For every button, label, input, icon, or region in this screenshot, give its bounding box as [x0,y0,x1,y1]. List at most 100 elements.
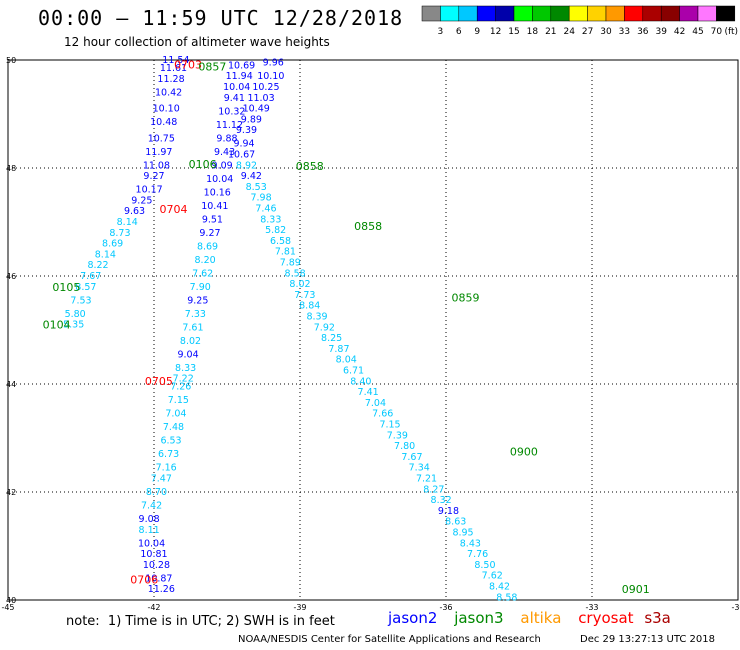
swh-value-label: 7.66 [372,409,393,420]
swh-value-label: 8.11 [139,525,160,536]
swh-value-label: 7.62 [482,571,503,582]
swh-value-label: 5.82 [265,225,286,236]
pass-time-label: 0104 [43,319,71,332]
swh-value-label: 8.14 [117,217,138,228]
swh-value-label: 11.12 [216,120,243,131]
swh-value-label: 8.53 [246,182,267,193]
scale-label: 12 [490,27,501,37]
swh-value-label: 9.88 [216,133,237,144]
swh-value-label: 10.32 [218,106,245,117]
swh-value-label: 7.15 [379,420,400,431]
swh-value-label: 8.25 [321,333,342,344]
swh-value-label: 8.92 [236,160,257,171]
swh-value-label: 10.04 [206,174,233,185]
pass-time-label: 0106 [189,158,217,171]
swh-value-label: 7.61 [182,322,203,333]
swh-value-label: 11.61 [160,63,187,74]
swh-value-label: 7.26 [170,382,191,393]
swh-value-label: 9.51 [202,214,223,225]
scale-label: 6 [456,27,462,37]
swh-value-label: 8.22 [87,260,108,271]
swh-value-label: 11.03 [247,93,274,104]
wave-height-chart: -45 -42 -39 -36 -33 -30 40 42 44 46 48 50 5.355.80 7.… [1,55,740,612]
swh-value-label: 7.39 [387,430,408,441]
swh-value-label: 8.57 [75,282,96,293]
satellite-jason2: jason2 [388,609,438,627]
swh-value-label: 8.70 [146,487,167,498]
x-tick-label: -33 [585,603,598,612]
swh-value-label: 9.96 [263,58,284,69]
swh-value-label: 7.53 [70,295,91,306]
swh-value-label: 5.80 [65,309,86,320]
scale-label: 18 [527,27,539,37]
scale-label: 39 [655,27,667,37]
swh-value-label: 7.22 [173,374,194,385]
swh-value-label: 8.20 [195,255,216,266]
scale-label: 27 [582,27,593,37]
swh-value-label: 7.33 [185,309,206,320]
swh-value-label: 8.43 [460,538,481,549]
y-tick-label: 44 [6,380,16,389]
swh-value-label: 10.75 [148,133,175,144]
swh-value-label: 8.69 [197,241,218,252]
swh-value-label: 6.53 [160,436,181,447]
swh-value-label: 8.40 [350,376,371,387]
swh-value-label: 7.21 [416,474,437,485]
swh-value-label: 7.04 [365,398,386,409]
swh-value-label: 8.27 [423,484,444,495]
y-tick-label: 40 [6,596,16,605]
swh-value-label: 9.94 [233,139,254,150]
swh-value-label: 8.04 [336,355,357,366]
swh-value-label: 8.58 [496,592,517,603]
swh-value-label: 7.76 [467,549,488,560]
swh-value-label: 8.02 [180,336,201,347]
swh-value-label: 10.17 [136,185,163,196]
swh-value-label: 8.02 [289,279,310,290]
swh-value-label: 9.89 [241,114,262,125]
swh-value-label: 9.25 [131,195,152,206]
swh-value-label: 5.35 [63,320,84,331]
swh-value-label: 7.92 [314,322,335,333]
scale-label: 70 [711,27,723,37]
swh-value-label: 10.04 [138,538,165,549]
pass-time-label: 0105 [52,281,80,294]
satellite-cryosat: cryosat [578,609,634,627]
swh-value-label: 9.27 [143,171,164,182]
swh-value-label: 9.09 [212,160,233,171]
y-tick-label: 42 [6,488,16,497]
swh-value-label: 8.42 [489,582,510,593]
footer-note: note: 1) Time is in UTC; 2) SWH is in fe… [66,614,335,629]
scale-label: 42 [674,27,685,37]
swh-value-label: 6.73 [158,449,179,460]
swh-value-label: 7.47 [151,474,172,485]
swh-value-label: 10.48 [150,117,177,128]
swh-value-label: 11.94 [226,71,253,82]
swh-value-label: 10.49 [243,104,270,115]
swh-value-label: 7.42 [141,501,162,512]
pass-time-label: 0901 [622,583,650,596]
scale-label: 33 [619,27,630,37]
swh-value-label: 8.39 [306,312,327,323]
swh-color-scale: 3 6 9 12 15 18 21 24 27 30 33 36 39 42 45 70 (ft) [421,5,738,37]
swh-value-label: 9.04 [177,349,198,360]
swh-value-label: 7.62 [192,268,213,279]
swh-value-label: 10.28 [143,560,170,571]
swh-value-label: 7.89 [280,258,301,269]
scale-label: 36 [637,27,649,37]
pass-time-label: 0900 [510,446,538,459]
pass-time-label: 0705 [145,375,173,388]
swh-value-label: 10.69 [228,60,255,71]
pass-time-label: 0859 [451,292,479,305]
swh-value-label: 9.25 [187,295,208,306]
swh-value-label: 9.41 [224,93,245,104]
scale-label: 45 [692,27,703,37]
swh-value-label: 8.69 [102,239,123,250]
swh-value-label: 6.58 [270,236,291,247]
swh-value-label: 10.25 [252,82,279,93]
swh-value-label: 8.58 [285,268,306,279]
scale-label: 24 [563,27,575,37]
swh-value-label: 7.48 [163,422,184,433]
swh-value-label: 11.08 [143,160,170,171]
swh-value-label: 7.16 [156,463,177,474]
